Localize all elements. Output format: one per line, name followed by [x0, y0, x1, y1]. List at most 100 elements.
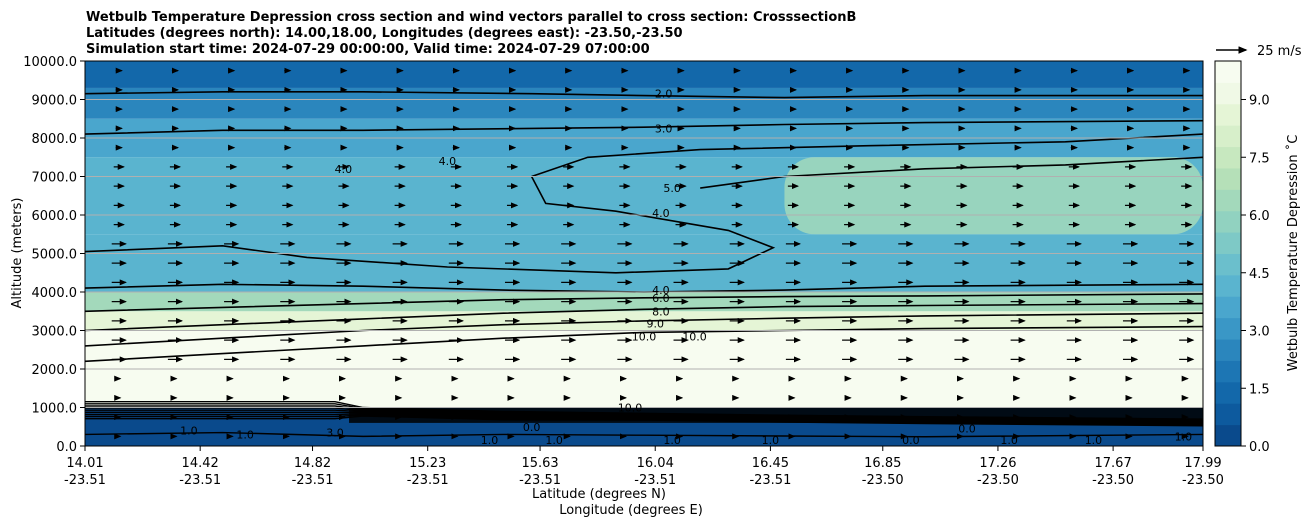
colorbar-tick-label: 3.0 — [1249, 325, 1270, 340]
y-tick-label: 8000.0 — [32, 132, 78, 147]
contour-labels: 2.03.05.04.04.06.08.09.010.04.04.010.010… — [180, 88, 1192, 448]
x-tick-label-lon: -23.50 — [862, 473, 904, 488]
colorbar-swatch — [1215, 167, 1241, 190]
y-tick-label: 5000.0 — [32, 248, 78, 263]
colorbar-swatch — [1215, 296, 1241, 319]
contour-line — [85, 325, 1203, 363]
x-tick-label-lat: 14.42 — [182, 456, 219, 471]
colorbar-swatch — [1215, 403, 1241, 426]
wind-key-label: 25 m/s — [1257, 44, 1302, 59]
x-tick-label-lat: 17.99 — [1184, 456, 1221, 471]
contour-line — [85, 119, 1203, 135]
contour-label: 1.0 — [545, 434, 563, 447]
colorbar-swatch — [1215, 317, 1241, 340]
x-tick-label-lon: -23.51 — [749, 473, 791, 488]
y-tick-label: 9000.0 — [32, 94, 78, 109]
colorbar-swatch — [1215, 125, 1241, 148]
colorbar-label: Wetbulb Temperature Depression ˚C — [1285, 135, 1301, 372]
colorbar-tick-label: 4.5 — [1249, 267, 1270, 282]
contour-label: 1.0 — [236, 428, 254, 441]
colorbar-swatch — [1215, 424, 1241, 447]
x-axis: 14.01 -23.51 14.42 -23.51 14.82 -23.51 15.23 -2… — [64, 446, 1224, 488]
contour-label: 6.0 — [652, 292, 670, 305]
contour-line — [85, 91, 1203, 99]
contour-label: 1.0 — [481, 434, 499, 447]
y-tick-label: 3000.0 — [32, 325, 78, 340]
x-tick-label-lon: -23.51 — [292, 473, 334, 488]
x-tick-label-lat: 15.63 — [521, 456, 558, 471]
contour-label: 10.0 — [682, 330, 707, 343]
y-tick-label: 0.0 — [56, 440, 77, 455]
colorbar-swatch — [1215, 210, 1241, 233]
colorbar-swatch — [1215, 61, 1241, 83]
colorbar-tick-label: 6.0 — [1249, 209, 1270, 224]
contour-label: 1.0 — [1000, 434, 1018, 447]
colorbar-swatch — [1215, 103, 1241, 126]
x-tick-label-lon: -23.50 — [1182, 473, 1224, 488]
colorbar-swatch — [1215, 189, 1241, 212]
contour-label: 1.0 — [180, 425, 198, 438]
colorbar-swatch — [1215, 232, 1241, 254]
contour-label: 2.0 — [655, 88, 673, 101]
y-axis-label: Altitude (meters) — [10, 198, 25, 309]
x-tick-label-lon: -23.51 — [64, 473, 106, 488]
colorbar-tick-label: 1.5 — [1249, 382, 1270, 397]
colorbar-frame — [1214, 60, 1242, 447]
field-region-dry — [784, 157, 1203, 235]
contour-label: 4.0 — [439, 155, 457, 168]
x-tick-label-lon: -23.51 — [634, 473, 676, 488]
x-tick-label-lon: -23.50 — [977, 473, 1019, 488]
contour-label: 4.0 — [335, 163, 353, 176]
colorbar-swatch — [1215, 82, 1241, 105]
colorbar-tick-label: 9.0 — [1249, 94, 1270, 109]
contour-label: 3.0 — [655, 122, 673, 135]
y-tick-label: 10000.0 — [23, 55, 77, 70]
field-band — [85, 292, 1203, 312]
field-band — [85, 87, 1203, 119]
colorbar-swatch — [1215, 360, 1241, 383]
x-tick-label-lat: 16.45 — [752, 456, 789, 471]
colorbar-swatch — [1215, 339, 1241, 361]
colorbar-swatch — [1215, 274, 1241, 297]
title-line-2: Latitudes (degrees north): 14.00,18.00, … — [86, 26, 683, 41]
wind-key: 25 m/s — [1216, 44, 1302, 59]
colorbar-tick-label: 7.5 — [1249, 151, 1270, 166]
wind-vectors — [111, 67, 1195, 440]
x-tick-label-lat: 14.82 — [294, 456, 331, 471]
x-tick-label-lat: 17.26 — [979, 456, 1016, 471]
contour-label: 8.0 — [652, 305, 670, 318]
chart-title: Wetbulb Temperature Depression cross sec… — [86, 10, 856, 58]
contour-label: 10.0 — [618, 402, 643, 415]
field-band — [85, 330, 1203, 369]
x-tick-label-lon: -23.51 — [407, 473, 449, 488]
y-tick-label: 4000.0 — [32, 286, 78, 301]
colorbar: 0.0 1.5 3.0 4.5 6.0 7.5 9.0 — [1214, 60, 1270, 455]
contour-label: 0.0 — [902, 434, 920, 447]
contour-label: 0.0 — [523, 421, 541, 434]
contour-label: 4.0 — [652, 284, 670, 297]
y-tick-label: 2000.0 — [32, 363, 78, 378]
contour-label: 3.0 — [326, 427, 344, 440]
contour-line — [85, 283, 1203, 293]
y-tick-label: 6000.0 — [32, 209, 78, 224]
y-axis: 0.0 1000.0 2000.0 3000.0 4000.0 5000.0 6000.0 7… — [23, 55, 85, 455]
colorbar-swatch — [1215, 381, 1241, 404]
colorbar-tick-label: 0.0 — [1249, 440, 1270, 455]
contour-line — [531, 133, 1203, 178]
x-tick-label-lon: -23.51 — [519, 473, 561, 488]
contour-label: 4.0 — [652, 207, 670, 220]
y-tick-label: 1000.0 — [32, 402, 78, 417]
field-band — [85, 234, 1203, 292]
x-tick-label-lat: 17.67 — [1095, 456, 1132, 471]
x-tick-label-lat: 15.23 — [409, 456, 446, 471]
x-tick-label-lat: 14.01 — [66, 456, 103, 471]
contour-dense-band — [349, 407, 1203, 423]
field-band — [85, 61, 1203, 88]
contour-label: 10.0 — [632, 330, 657, 343]
colorbar-swatch — [1215, 146, 1241, 169]
x-axis-label-longitude: Longitude (degrees E) — [559, 503, 703, 518]
contour-label: 1.0 — [762, 434, 780, 447]
title-line-1: Wetbulb Temperature Depression cross sec… — [86, 10, 857, 25]
contour-label: 1.0 — [663, 434, 681, 447]
